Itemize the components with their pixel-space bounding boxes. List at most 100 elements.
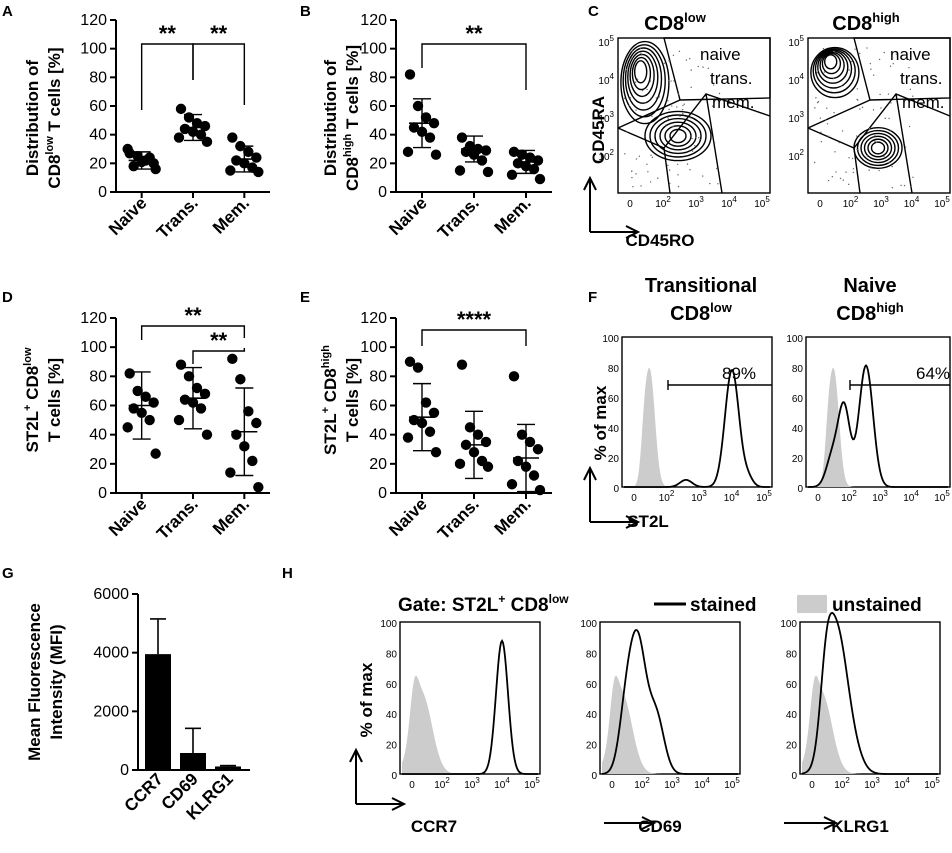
data-point bbox=[150, 163, 161, 175]
scatter-plot-a: 0 20 40 60 80 100 120 Naive Trans. Mem. ** ** bbox=[80, 12, 270, 242]
x-tick-label: 102 bbox=[834, 776, 850, 791]
event-dot bbox=[827, 135, 829, 137]
event-dot bbox=[631, 50, 633, 52]
x-tick-label: 102 bbox=[434, 776, 450, 791]
significance-label: ** bbox=[465, 21, 483, 46]
event-dot bbox=[890, 102, 892, 104]
x-tick-label: 0 bbox=[809, 780, 815, 791]
x-tick-label: 102 bbox=[843, 195, 859, 210]
x-tick-label: Mem. bbox=[209, 193, 253, 237]
y-tick-label: 60 bbox=[786, 680, 798, 691]
panel-c: CD8low CD8high CD45RA CD45RO naive trans.… bbox=[583, 10, 951, 250]
data-point bbox=[430, 149, 442, 160]
event-dot bbox=[694, 144, 696, 147]
data-point bbox=[482, 461, 494, 472]
y-tick-label: 40 bbox=[786, 710, 798, 721]
event-dot bbox=[665, 124, 667, 126]
panel-a: Distribution of CD8low T cells [%] 0 20 40… bbox=[23, 12, 270, 242]
panel-label-h: H bbox=[282, 565, 293, 582]
data-point bbox=[243, 406, 254, 417]
event-dot bbox=[640, 54, 643, 56]
event-dot bbox=[631, 176, 633, 179]
bar bbox=[180, 752, 206, 770]
x-tick-label: 102 bbox=[659, 489, 675, 504]
event-dot bbox=[663, 62, 666, 64]
event-dot bbox=[626, 131, 628, 133]
x-tick-label: 0 bbox=[627, 199, 633, 210]
data-point bbox=[508, 146, 520, 158]
flow-ylabel: % of max bbox=[357, 662, 376, 737]
event-dot bbox=[672, 125, 674, 128]
legend-unstained-swatch bbox=[797, 595, 827, 613]
data-point bbox=[424, 132, 436, 143]
y-tick-label: 105 bbox=[598, 34, 614, 49]
y-tick-label: 100 bbox=[80, 339, 107, 356]
flow-xlabel: ST2L bbox=[627, 512, 669, 531]
data-point bbox=[420, 397, 432, 408]
ylabel-line1: ST2L+ CD8high bbox=[320, 345, 340, 455]
event-dot bbox=[891, 56, 894, 59]
event-dot bbox=[900, 184, 902, 187]
scatter-plot-b: 0 20 40 60 80 100 120 Naive Trans. Mem. ** bbox=[360, 12, 552, 242]
y-tick-label: 40 bbox=[89, 127, 107, 144]
significance-bracket bbox=[192, 348, 246, 364]
y-tick-label: 60 bbox=[608, 394, 620, 405]
y-tick-label: 4000 bbox=[93, 645, 129, 662]
flow-title: Transitional bbox=[645, 275, 757, 297]
event-dot bbox=[667, 164, 669, 167]
event-dot bbox=[887, 93, 890, 95]
data-point bbox=[227, 353, 238, 365]
axis-arrow bbox=[604, 816, 657, 830]
event-dot bbox=[840, 85, 843, 88]
event-dot bbox=[891, 165, 893, 168]
event-dot bbox=[813, 161, 816, 164]
gate-mem bbox=[663, 93, 723, 194]
y-tick-label: 60 bbox=[369, 398, 387, 415]
y-tick-label: 20 bbox=[369, 456, 387, 473]
event-dot bbox=[678, 50, 681, 53]
contour-line bbox=[817, 50, 849, 84]
data-point bbox=[253, 166, 264, 178]
ylabel-line2: CD8low T cells [%] bbox=[44, 47, 64, 188]
panel-f: Transitional CD8low Naive CD8high % of m… bbox=[583, 275, 951, 531]
y-tick-label: 120 bbox=[80, 12, 107, 29]
event-dot bbox=[691, 137, 693, 140]
event-dot bbox=[827, 179, 830, 182]
y-tick-label: 102 bbox=[598, 148, 614, 163]
event-dot bbox=[718, 73, 721, 76]
event-dot bbox=[878, 169, 880, 172]
x-tick-label: 103 bbox=[664, 776, 680, 791]
stained-histogram bbox=[807, 364, 948, 488]
event-dot bbox=[646, 88, 648, 91]
contour-line bbox=[812, 48, 856, 94]
significance-bracket bbox=[421, 329, 527, 346]
data-point bbox=[412, 100, 424, 112]
x-tick-label: 103 bbox=[864, 776, 880, 791]
event-dot bbox=[845, 171, 847, 173]
event-dot bbox=[841, 130, 844, 132]
flow-title: CD8high bbox=[836, 300, 904, 325]
event-dot bbox=[677, 174, 679, 176]
data-point bbox=[132, 385, 143, 397]
event-dot bbox=[639, 47, 642, 49]
scatter-plot-d: 0 20 40 60 80 100 120 Naive Trans. Mem. ** ** bbox=[80, 303, 270, 543]
x-tick-label: Naive bbox=[385, 494, 431, 540]
event-dot bbox=[909, 186, 912, 188]
y-tick-label: 80 bbox=[386, 649, 398, 660]
data-point bbox=[402, 432, 414, 443]
event-dot bbox=[835, 171, 837, 173]
data-point bbox=[231, 155, 242, 166]
event-dot bbox=[912, 176, 914, 179]
y-tick-label: 0 bbox=[98, 485, 107, 502]
panel-g: Mean Fluorescence Intensity (MFI) 0 2000 4… bbox=[25, 586, 250, 824]
contour-line bbox=[659, 121, 697, 151]
y-tick-label: 60 bbox=[369, 98, 387, 115]
event-dot bbox=[689, 117, 691, 119]
gate-label: mem. bbox=[712, 93, 755, 112]
data-point bbox=[454, 458, 466, 470]
data-point bbox=[404, 356, 416, 367]
y-tick-label: 60 bbox=[89, 98, 107, 115]
event-dot bbox=[908, 59, 911, 61]
event-dot bbox=[856, 148, 858, 151]
